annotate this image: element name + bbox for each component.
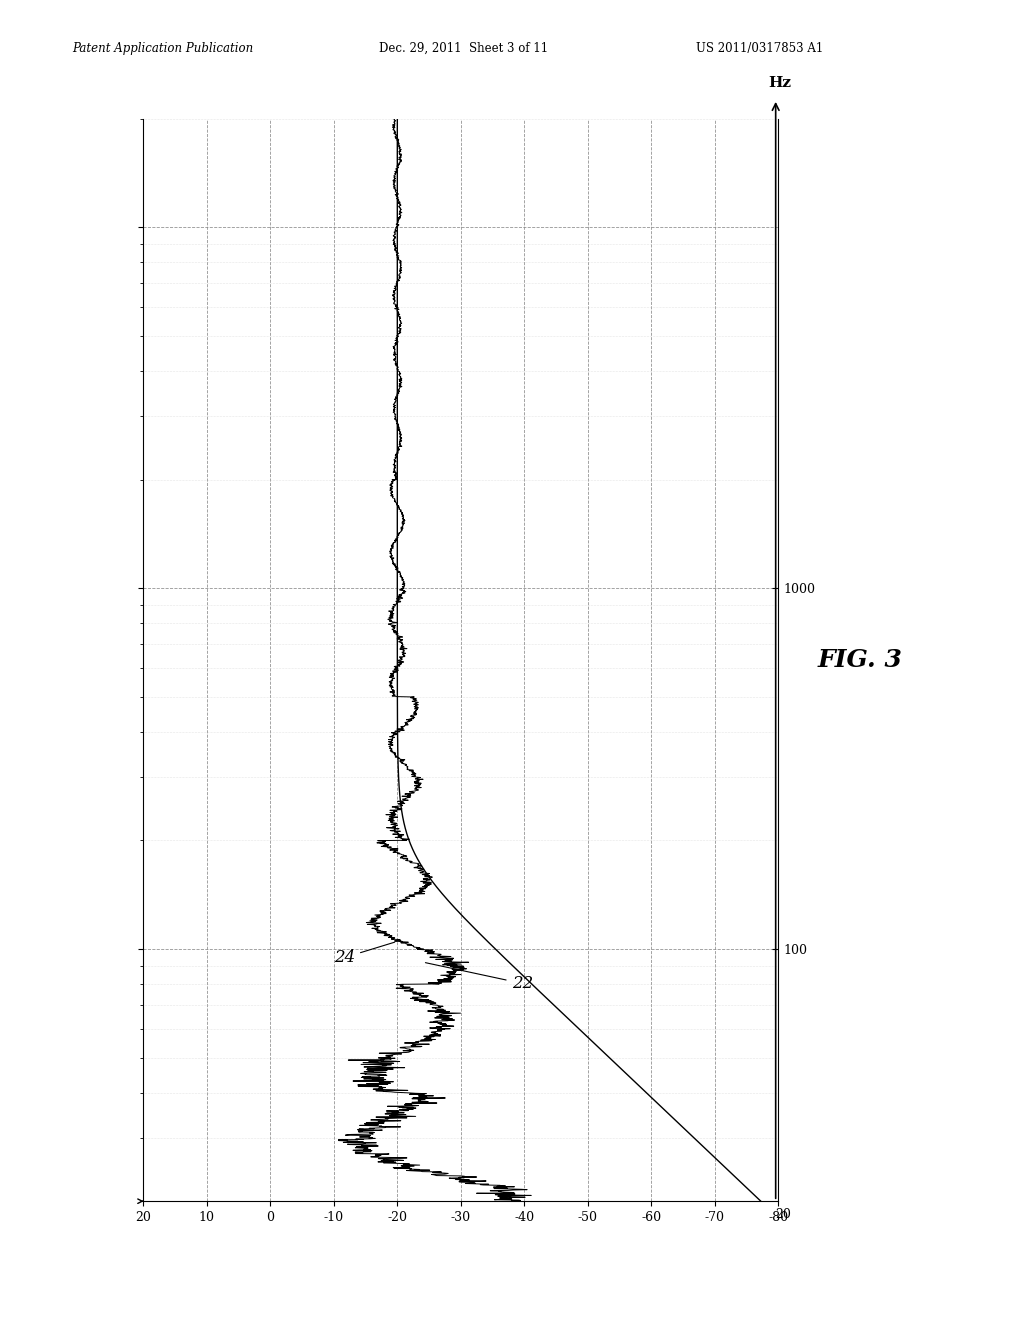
Text: FIG. 3: FIG. 3 (818, 648, 902, 672)
Text: Hz: Hz (769, 75, 792, 90)
Text: US 2011/0317853 A1: US 2011/0317853 A1 (696, 42, 823, 55)
Text: Patent Application Publication: Patent Application Publication (72, 42, 253, 55)
Text: 24: 24 (334, 942, 394, 966)
Text: 20: 20 (775, 1208, 792, 1221)
Text: 22: 22 (425, 962, 532, 991)
Text: Dec. 29, 2011  Sheet 3 of 11: Dec. 29, 2011 Sheet 3 of 11 (379, 42, 548, 55)
